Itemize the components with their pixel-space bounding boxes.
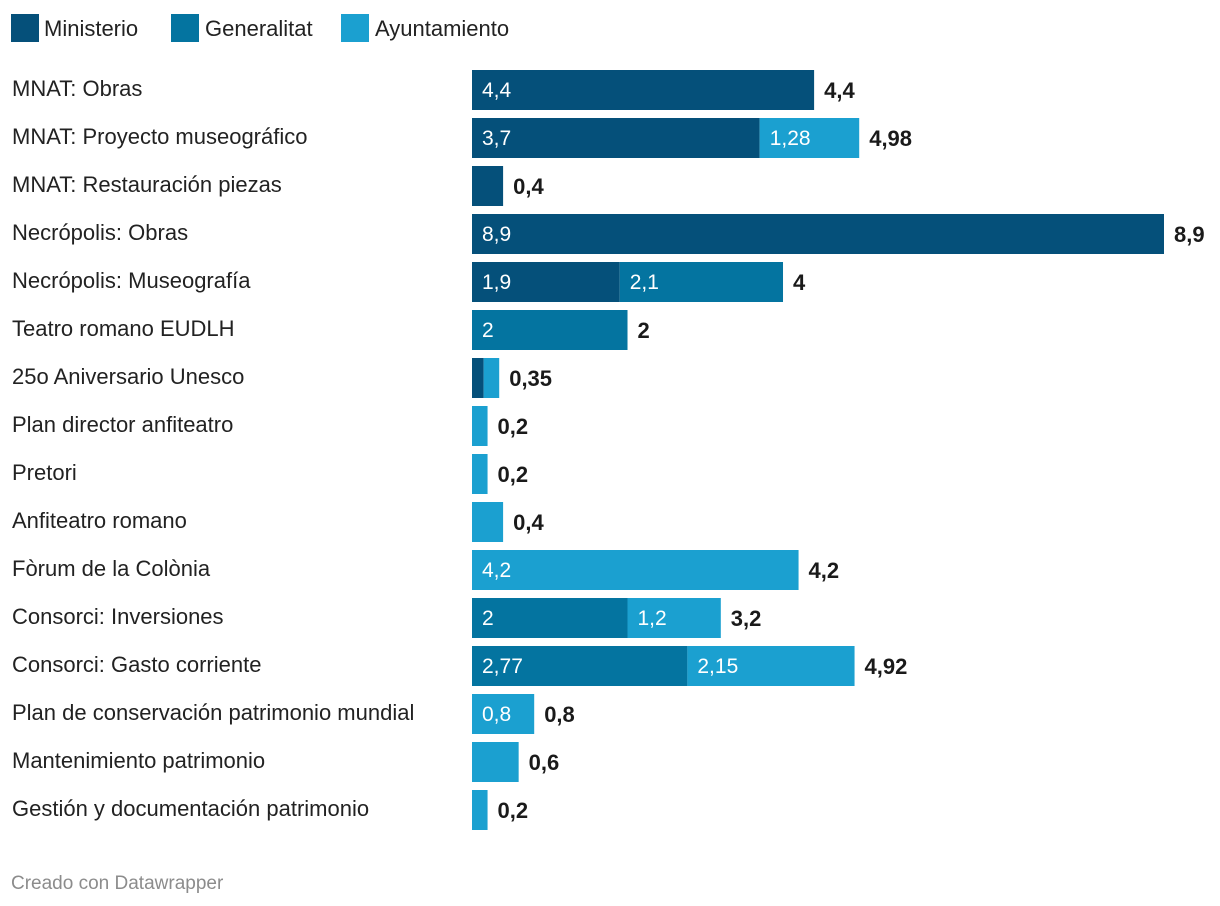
segment-value-label: 0,8 [482, 703, 511, 726]
segment-value-label: 1,2 [638, 607, 667, 630]
bar-segment-ministerio [472, 70, 815, 110]
row-total-label: 0,2 [498, 462, 529, 487]
legend-label-ministerio: Ministerio [44, 16, 138, 41]
bar-segment-ayuntamiento [627, 598, 721, 638]
bar-segment-ayuntamiento [472, 502, 504, 542]
segment-value-label: 4,2 [482, 559, 511, 582]
bar-segment-ayuntamiento [483, 358, 500, 398]
legend-swatch-ayuntamiento [341, 14, 369, 42]
bar-row-gestion-y-documentacion-patrimonio: Gestión y documentación patrimonio 0,2 [12, 790, 528, 830]
row-label: Pretori [12, 460, 77, 485]
segment-value-label: 8,9 [482, 223, 511, 246]
bar-segment-ayuntamiento [472, 694, 535, 734]
bar-row-consorci-gasto-corriente: Consorci: Gasto corriente 2,77 2,15 4,92 [12, 646, 907, 686]
bar-segment-ministerio [472, 166, 504, 206]
bar-segment-ministerio [472, 118, 760, 158]
bar-segment-ayuntamiento [472, 550, 799, 590]
row-label: Consorci: Gasto corriente [12, 652, 261, 677]
bar-segment-ayuntamiento [472, 790, 488, 830]
row-total-label: 4,98 [869, 126, 912, 151]
bar-segment-ayuntamiento [687, 646, 855, 686]
bar-segment-ministerio [472, 262, 620, 302]
bar-row-necropolis-obras: Necrópolis: Obras 8,9 8,9 [12, 214, 1205, 254]
bar-segment-generalitat [619, 262, 784, 302]
bar-row-plan-director-anfiteatro: Plan director anfiteatro 0,2 [12, 406, 528, 446]
row-total-label: 0,4 [513, 174, 544, 199]
bar-row-teatro-romano-eudlh: Teatro romano EUDLH 2 2 [12, 310, 650, 350]
bar-segment-ministerio [472, 214, 1164, 254]
legend-label-ayuntamiento: Ayuntamiento [375, 16, 509, 41]
bar-segment-ayuntamiento [472, 742, 519, 782]
bar-row-anfiteatro-romano: Anfiteatro romano 0,4 [12, 502, 544, 542]
row-label: Teatro romano EUDLH [12, 316, 235, 341]
row-total-label: 0,2 [498, 798, 529, 823]
row-label: Necrópolis: Museografía [12, 268, 251, 293]
segment-value-label: 1,28 [770, 127, 811, 150]
row-label: MNAT: Restauración piezas [12, 172, 282, 197]
bar-row-pretori: Pretori 0,2 [12, 454, 528, 494]
row-total-label: 0,6 [529, 750, 560, 775]
segment-value-label: 3,7 [482, 127, 511, 150]
bar-row-25o-aniversario-unesco: 25o Aniversario Unesco 0,35 [12, 358, 552, 398]
bar-row-consorci-inversiones: Consorci: Inversiones 2 1,2 3,2 [12, 598, 761, 638]
row-total-label: 0,8 [544, 702, 575, 727]
segment-value-label: 2,15 [697, 655, 738, 678]
row-total-label: 4,2 [809, 558, 840, 583]
row-total-label: 4,92 [865, 654, 908, 679]
bar-row-mnat-restauracion-piezas: MNAT: Restauración piezas 0,4 [12, 166, 544, 206]
row-total-label: 0,2 [498, 414, 529, 439]
row-total-label: 4,4 [824, 78, 855, 103]
legend-swatch-ministerio [11, 14, 39, 42]
row-label: Anfiteatro romano [12, 508, 187, 533]
row-label: Necrópolis: Obras [12, 220, 188, 245]
bar-segment-ayuntamiento [472, 406, 488, 446]
row-label: MNAT: Proyecto museográfico [12, 124, 307, 149]
legend-label-generalitat: Generalitat [205, 16, 313, 41]
row-label: Mantenimiento patrimonio [12, 748, 265, 773]
row-total-label: 4 [793, 270, 806, 295]
bar-segment-ayuntamiento [759, 118, 860, 158]
row-total-label: 8,9 [1174, 222, 1205, 247]
chart-legend: Ministerio Generalitat Ayuntamiento [11, 14, 509, 42]
row-label: Fòrum de la Colònia [12, 556, 211, 581]
row-total-label: 0,4 [513, 510, 544, 535]
bar-segment-ayuntamiento [472, 454, 488, 494]
row-label: Consorci: Inversiones [12, 604, 224, 629]
segment-value-label: 2 [482, 319, 494, 342]
legend-swatch-generalitat [171, 14, 199, 42]
bar-row-mnat-obras: MNAT: Obras 4,4 4,4 [12, 70, 855, 110]
row-total-label: 2 [638, 318, 650, 343]
row-label: Gestión y documentación patrimonio [12, 796, 369, 821]
segment-value-label: 1,9 [482, 271, 511, 294]
bar-segment-ministerio [472, 358, 484, 398]
datawrapper-credit: Creado con Datawrapper [11, 873, 224, 894]
bar-row-mantenimiento-patrimonio: Mantenimiento patrimonio 0,6 [12, 742, 559, 782]
segment-value-label: 4,4 [482, 79, 512, 102]
chart-rows: MNAT: Obras 4,4 4,4 MNAT: Proyecto museográ… [12, 70, 1205, 830]
bar-row-mnat-proyecto-museografico: MNAT: Proyecto museográfico 3,7 1,28 4,98 [12, 118, 912, 158]
bar-row-plan-de-conservacion-patrimonio-mundial: Plan de conservación patrimonio mundial 0… [12, 694, 575, 734]
row-label: Plan de conservación patrimonio mundial [12, 700, 414, 725]
bar-segment-generalitat [472, 598, 628, 638]
bar-row-forum-de-la-colonia: Fòrum de la Colònia 4,2 4,2 [12, 550, 839, 590]
row-label: Plan director anfiteatro [12, 412, 233, 437]
segment-value-label: 2,77 [482, 655, 523, 678]
bar-segment-generalitat [472, 646, 688, 686]
row-label: MNAT: Obras [12, 76, 142, 101]
bar-segment-generalitat [472, 310, 628, 350]
segment-value-label: 2,1 [630, 271, 659, 294]
segment-value-label: 2 [482, 607, 494, 630]
row-total-label: 3,2 [731, 606, 762, 631]
row-label: 25o Aniversario Unesco [12, 364, 244, 389]
bar-row-necropolis-museografia: Necrópolis: Museografía 1,9 2,1 4 [12, 262, 806, 302]
row-total-label: 0,35 [509, 366, 552, 391]
